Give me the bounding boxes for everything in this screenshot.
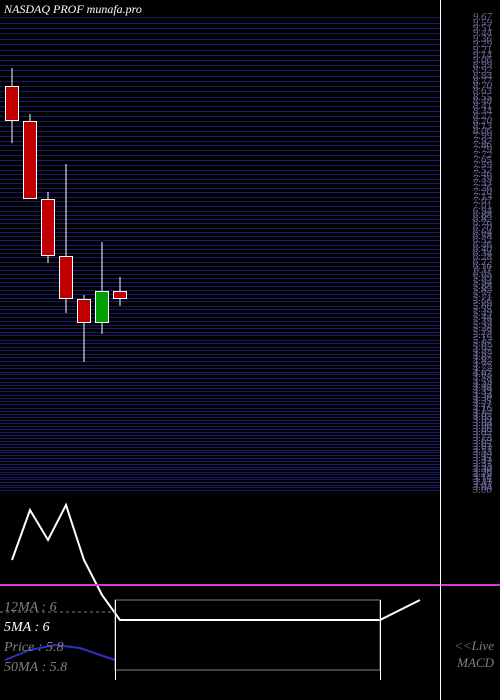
- macd-label: MACD: [457, 655, 494, 671]
- vertical-line: [380, 600, 381, 680]
- chart-title: NASDAQ PROF munafa.pro: [4, 2, 142, 17]
- candle: [95, 0, 109, 700]
- candle: [23, 0, 37, 700]
- indicator-line: Price : 5.8: [4, 640, 63, 656]
- indicator-line: 12MA : 6: [4, 600, 57, 616]
- vertical-line: [115, 600, 116, 680]
- y-tick-label: 3.00: [473, 484, 492, 496]
- candle: [113, 0, 127, 700]
- candle: [41, 0, 55, 700]
- candle: [77, 0, 91, 700]
- candle: [5, 0, 19, 700]
- candle: [59, 0, 73, 700]
- macd-label: <<Live: [454, 638, 494, 654]
- indicator-line: 5MA : 6: [4, 620, 50, 636]
- indicator-line: 50MA : 5.8: [4, 660, 67, 676]
- chart-container: NASDAQ PROF munafa.pro 9.679.599.519.449…: [0, 0, 500, 700]
- vertical-line: [440, 0, 441, 700]
